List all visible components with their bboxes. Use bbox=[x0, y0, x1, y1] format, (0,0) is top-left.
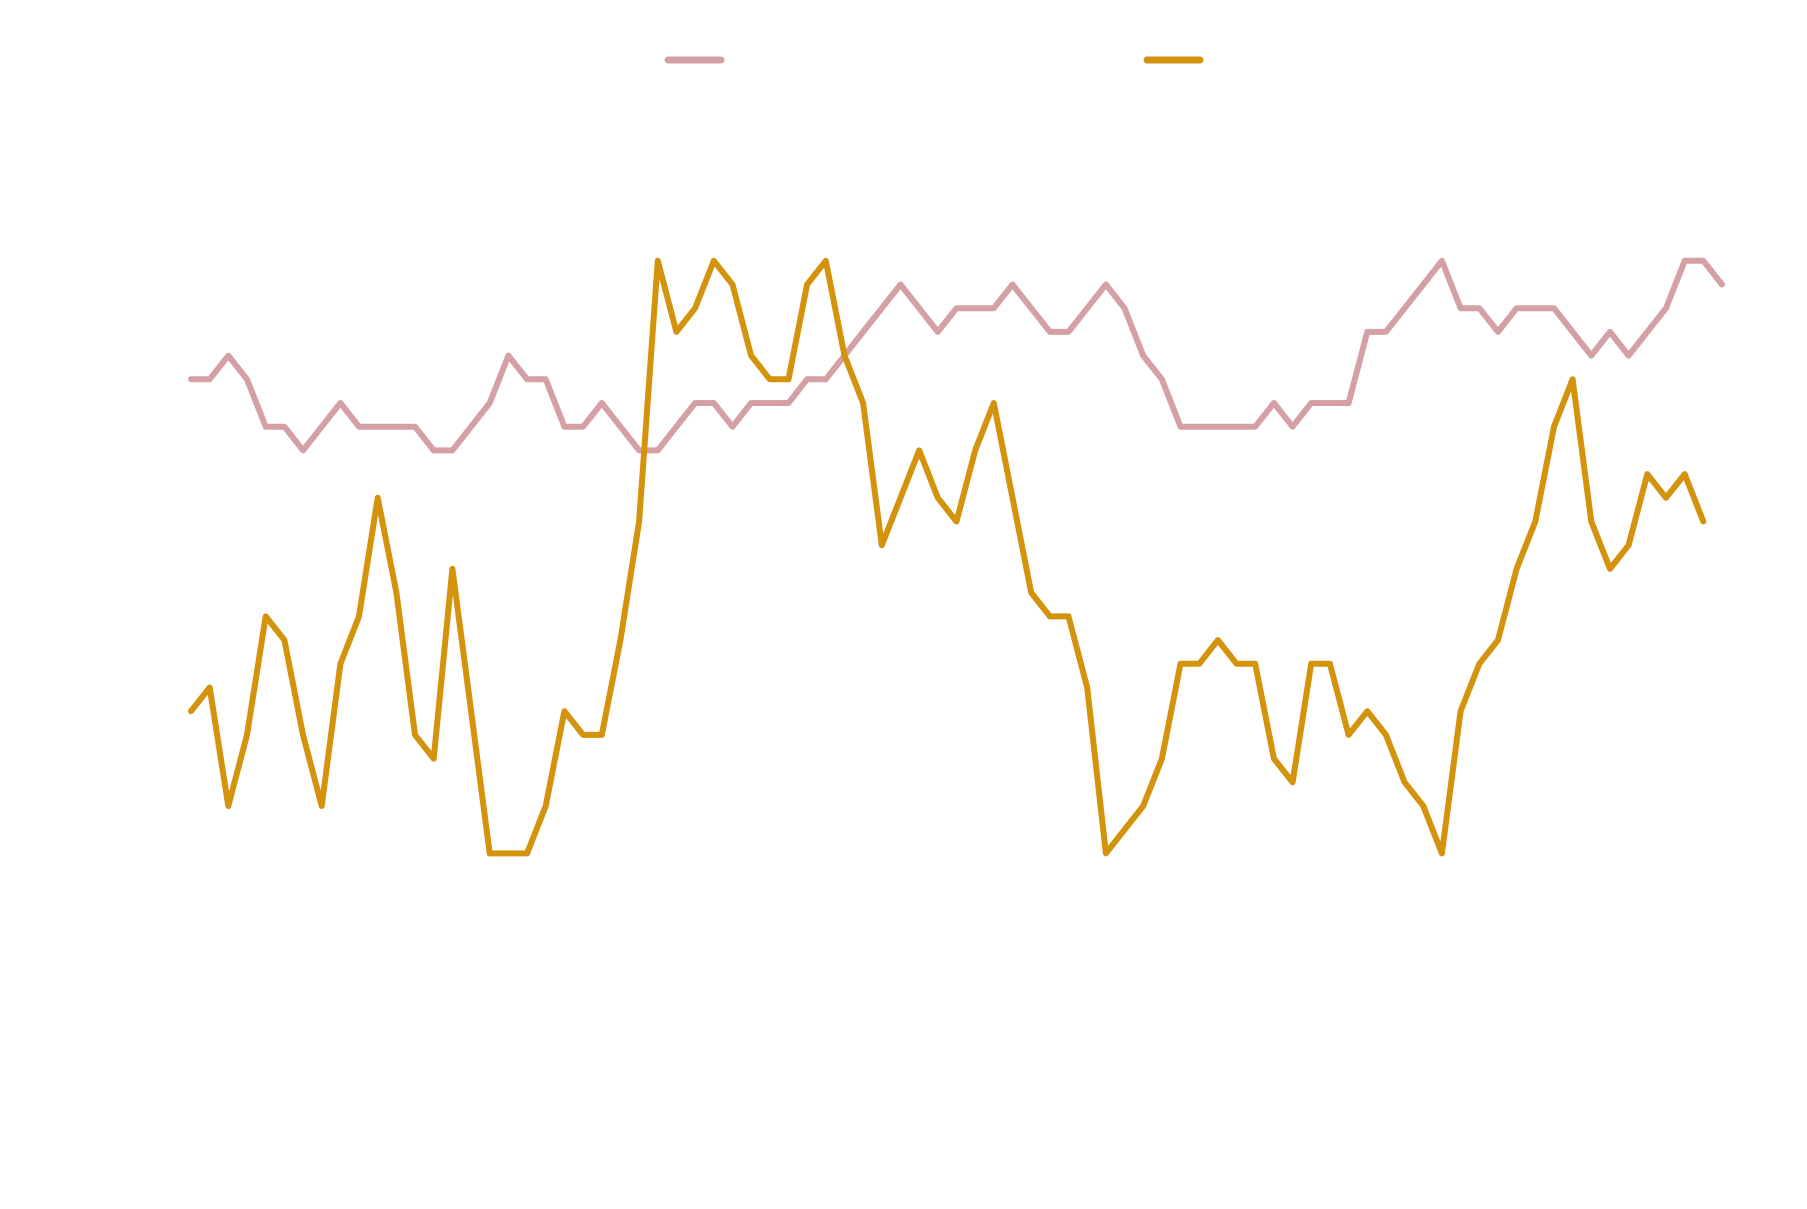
series-line bbox=[188, 257, 1725, 454]
series-line bbox=[188, 257, 1707, 857]
